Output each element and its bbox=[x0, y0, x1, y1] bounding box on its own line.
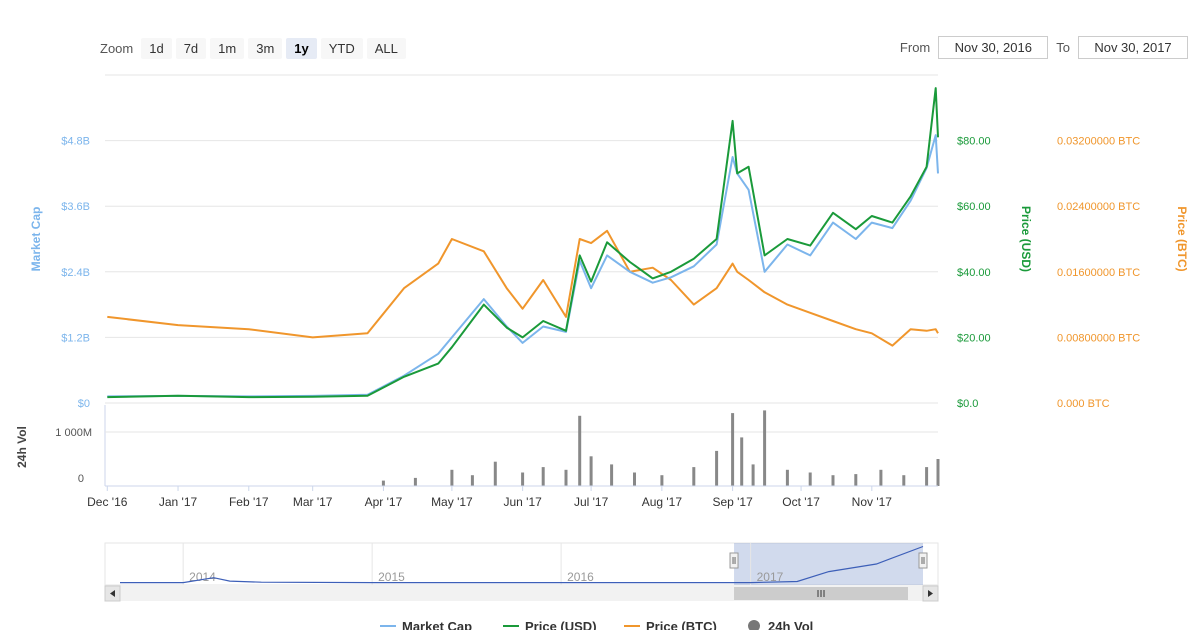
volume-bar bbox=[831, 475, 835, 486]
volume-bar bbox=[633, 472, 636, 486]
price-btc-line bbox=[107, 229, 939, 347]
legend-swatch bbox=[748, 620, 760, 630]
btc-tick-label: 0.03200000 BTC bbox=[1057, 136, 1140, 148]
scrollbar-track[interactable] bbox=[105, 586, 938, 601]
x-tick-label: Apr '17 bbox=[365, 495, 403, 509]
zoom-label: Zoom bbox=[100, 40, 134, 56]
volume-bar bbox=[879, 469, 883, 486]
volume-tick-label: 1 000M bbox=[55, 427, 92, 439]
x-tick-label: Feb '17 bbox=[229, 495, 269, 509]
to-label: To bbox=[1056, 40, 1070, 55]
market-cap-line bbox=[107, 134, 939, 398]
to-date-input[interactable]: Nov 30, 2017 bbox=[1078, 36, 1188, 59]
usd-tick-label: $40.00 bbox=[957, 267, 991, 279]
zoom-button-7d[interactable]: 7d bbox=[175, 37, 207, 59]
volume-bar bbox=[521, 472, 525, 486]
btc-tick-label: 0.02400000 BTC bbox=[1057, 201, 1140, 213]
volume-bar bbox=[381, 480, 385, 486]
x-tick-label: May '17 bbox=[431, 495, 473, 509]
navigator-tick-label: 2016 bbox=[567, 570, 594, 584]
btc-tick-label: 0.01600000 BTC bbox=[1057, 267, 1140, 279]
volume-bar bbox=[564, 469, 568, 486]
volume-bar bbox=[578, 415, 582, 486]
legend-item-label: 24h Vol bbox=[768, 619, 813, 630]
volume-bar bbox=[715, 450, 719, 486]
btc-tick-label: 0.000 BTC bbox=[1057, 398, 1110, 410]
x-tick-label: Sep '17 bbox=[712, 495, 753, 509]
market-cap-axis-title: Market Cap bbox=[29, 207, 43, 272]
volume-bar bbox=[751, 464, 755, 486]
x-tick-label: Jul '17 bbox=[574, 495, 609, 509]
volume-bar bbox=[660, 475, 664, 486]
volume-bar bbox=[610, 464, 614, 486]
navigator-handle[interactable] bbox=[729, 552, 739, 569]
from-date-input[interactable]: Nov 30, 2016 bbox=[938, 36, 1049, 59]
arrow-right-icon bbox=[928, 590, 933, 597]
market-cap-tick-label: $0 bbox=[78, 398, 90, 410]
volume-bar bbox=[493, 461, 497, 486]
x-tick-label: Nov '17 bbox=[852, 495, 893, 509]
navigator-tick-label: 2017 bbox=[757, 570, 784, 584]
volume-bar bbox=[692, 467, 696, 486]
x-tick-label: Oct '17 bbox=[782, 495, 820, 509]
zoom-button-1y[interactable]: 1y bbox=[286, 37, 317, 59]
volume-bar bbox=[450, 469, 454, 486]
volume-bar bbox=[763, 410, 767, 486]
market-cap-tick-label: $4.8B bbox=[61, 136, 90, 148]
legend-item-label: Price (USD) bbox=[525, 619, 597, 630]
zoom-button-all[interactable]: ALL bbox=[366, 37, 406, 59]
zoom-bar: Zoom 1d 7d 1m 3m 1y YTD ALL bbox=[100, 36, 406, 60]
volume-bar bbox=[740, 437, 744, 486]
volume-bar bbox=[413, 477, 417, 486]
zoom-button-1d[interactable]: 1d bbox=[141, 37, 172, 59]
market-cap-tick-label: $3.6B bbox=[61, 201, 90, 213]
usd-tick-label: $20.00 bbox=[957, 332, 991, 344]
volume-bar bbox=[854, 474, 858, 486]
zoom-button-ytd[interactable]: YTD bbox=[320, 37, 363, 59]
volume-bar bbox=[925, 467, 929, 486]
volume-bar bbox=[902, 475, 906, 486]
volume-bar bbox=[470, 475, 474, 486]
x-tick-label: Jan '17 bbox=[159, 495, 198, 509]
usd-tick-label: $0.0 bbox=[957, 398, 978, 410]
navigator-series bbox=[120, 545, 924, 584]
volume-bar bbox=[785, 469, 789, 486]
volume-bar bbox=[936, 459, 940, 486]
navigator-handle[interactable] bbox=[918, 552, 928, 569]
x-tick-label: Jun '17 bbox=[503, 495, 542, 509]
volume-tick-label: 0 bbox=[78, 473, 84, 485]
x-tick-label: Dec '16 bbox=[87, 495, 128, 509]
zoom-button-1m[interactable]: 1m bbox=[210, 37, 245, 59]
navigator-tick-label: 2014 bbox=[189, 570, 216, 584]
volume-bar bbox=[541, 467, 545, 486]
arrow-left-icon bbox=[110, 590, 115, 597]
market-cap-tick-label: $2.4B bbox=[61, 267, 90, 279]
legend-item-label: Market Cap bbox=[402, 619, 472, 630]
btc-tick-label: 0.00800000 BTC bbox=[1057, 332, 1140, 344]
market-cap-tick-label: $1.2B bbox=[61, 332, 90, 344]
volume-bar bbox=[808, 472, 812, 486]
navigator-frame bbox=[104, 542, 939, 586]
legend-item-label: Price (BTC) bbox=[646, 619, 717, 630]
usd-tick-label: $80.00 bbox=[957, 136, 991, 148]
btc-axis-title: Price (BTC) bbox=[1175, 206, 1189, 271]
usd-axis-title: Price (USD) bbox=[1019, 206, 1033, 272]
zoom-button-3m[interactable]: 3m bbox=[248, 37, 283, 59]
volume-bar bbox=[731, 413, 735, 486]
x-tick-label: Mar '17 bbox=[293, 495, 333, 509]
from-label: From bbox=[899, 40, 931, 55]
navigator-selection[interactable] bbox=[734, 543, 923, 585]
x-tick-label: Aug '17 bbox=[642, 495, 683, 509]
volume-bar bbox=[589, 456, 593, 486]
usd-tick-label: $60.00 bbox=[957, 201, 991, 213]
date-range: From Nov 30, 2016 To Nov 30, 2017 bbox=[900, 36, 1188, 59]
volume-axis-title: 24h Vol bbox=[15, 426, 29, 468]
navigator-tick-label: 2015 bbox=[378, 570, 405, 584]
price-usd-line bbox=[107, 87, 939, 399]
